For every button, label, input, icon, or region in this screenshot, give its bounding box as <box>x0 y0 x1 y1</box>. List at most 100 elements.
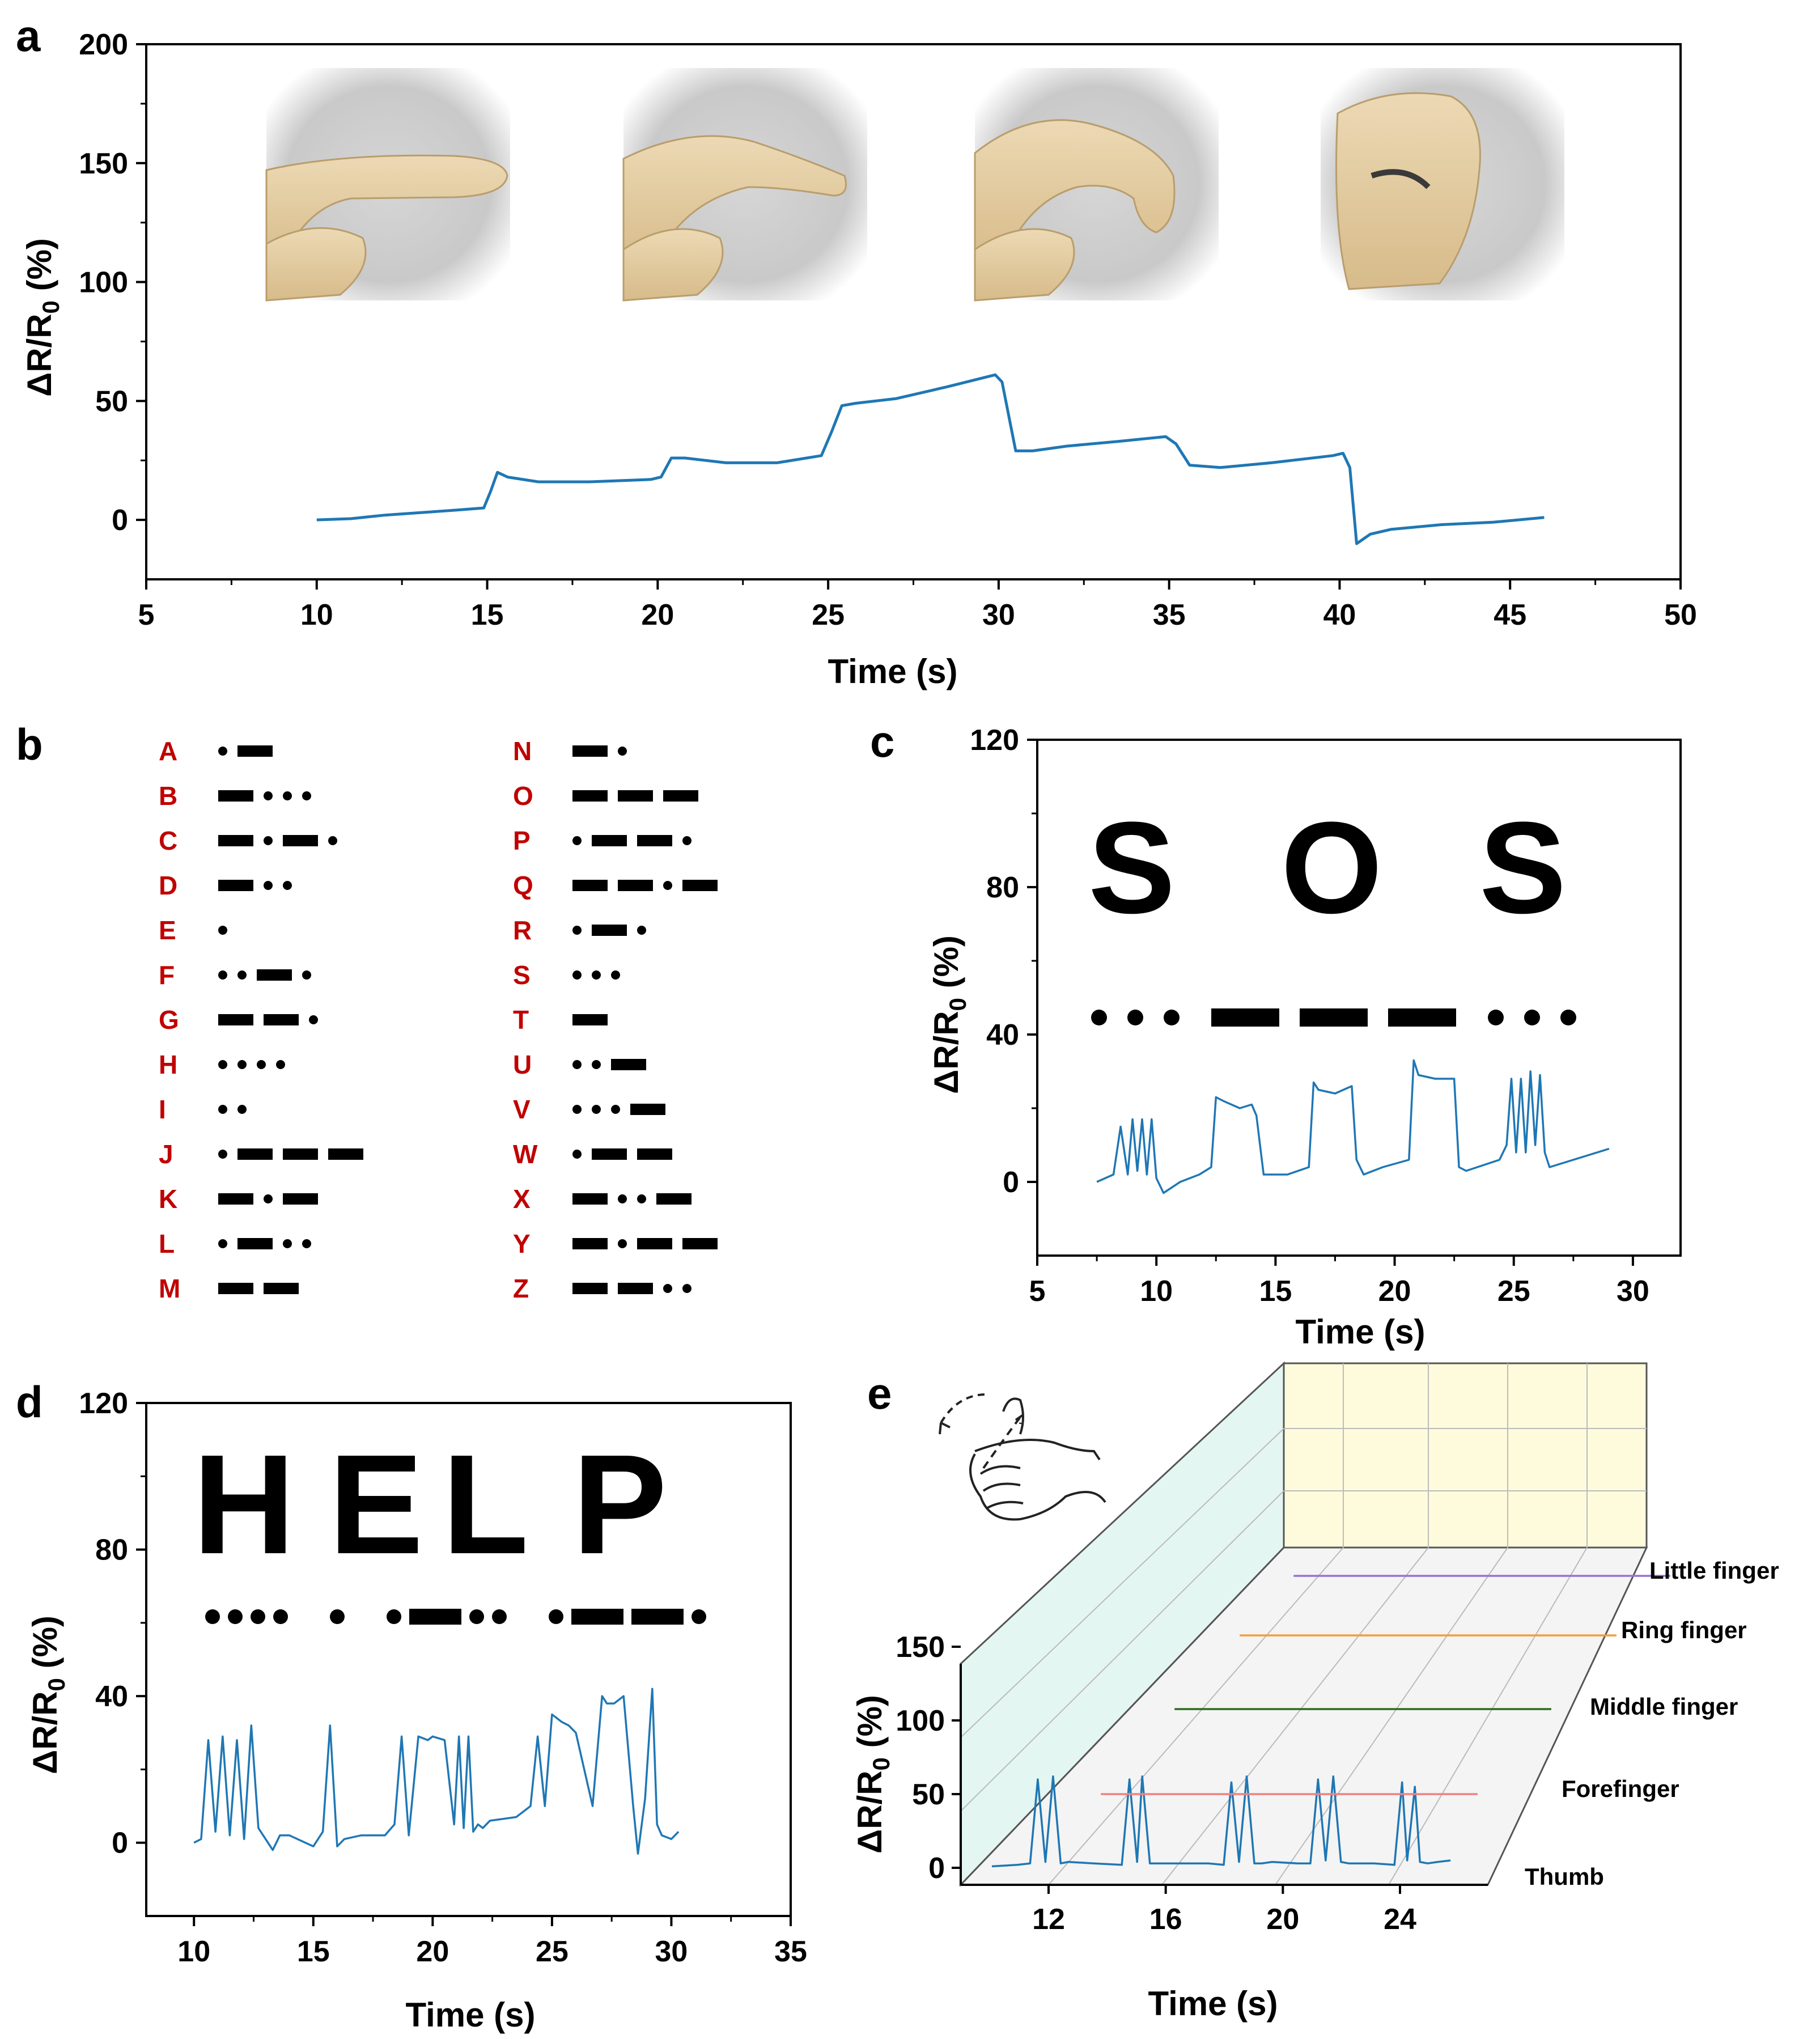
panel-c-word-letter-2: O <box>1281 795 1382 940</box>
morse-symbol-dot <box>309 1015 318 1024</box>
panel-a-ylabel-sub: 0 <box>37 300 64 313</box>
chart-a-xtick-label: 5 <box>138 599 155 631</box>
morse-symbol-dash <box>283 835 318 846</box>
chart-d-xtick-label: 25 <box>536 1935 569 1968</box>
morse-symbol-dot <box>218 747 227 756</box>
chart-a-xtick-label: 15 <box>471 599 504 631</box>
chart-d-xtick-label: 10 <box>177 1935 210 1968</box>
chart-a-ytick-label: 50 <box>95 385 128 418</box>
chart-d: 10 15 20 25 30 35 0 40 80 120 <box>79 1387 807 1968</box>
morse-symbol-dash <box>237 1238 273 1249</box>
finger-label-little: Little finger <box>1649 1557 1779 1584</box>
morse-symbol-dash <box>218 790 253 802</box>
chart-d-frame <box>145 1402 792 1917</box>
panel-e: e <box>851 1361 1779 2023</box>
finger-label-thumb: Thumb <box>1525 1863 1604 1890</box>
morse-letter-P: P <box>513 826 531 855</box>
panel-d-ylabel: ΔR/R0 (%) <box>26 1616 70 1774</box>
morse-letter-E: E <box>159 915 176 945</box>
morse-symbol-dot <box>218 970 227 980</box>
panel-d-morse <box>205 1609 706 1625</box>
finger-label-middle: Middle finger <box>1590 1693 1738 1720</box>
help-morse-dot <box>387 1609 401 1624</box>
morse-symbol-dot <box>218 1105 227 1114</box>
chart-e-ytick-label: 150 <box>896 1631 945 1664</box>
help-morse-dot <box>273 1609 288 1624</box>
morse-letter-X: X <box>513 1184 531 1214</box>
panel-d-word-letter-1: H <box>193 1425 295 1583</box>
morse-symbol-dot <box>572 926 582 935</box>
morse-letter-W: W <box>513 1139 538 1169</box>
panel-d-word-letter-3: L <box>442 1425 529 1583</box>
morse-symbol-dot <box>283 791 292 800</box>
morse-symbol-dash <box>283 1148 318 1160</box>
help-morse-dot <box>469 1609 484 1624</box>
morse-letter-Q: Q <box>513 871 533 900</box>
panel-d-letter: d <box>16 1377 43 1427</box>
morse-letter-T: T <box>513 1005 529 1035</box>
chart-c-xtick-label: 25 <box>1497 1275 1530 1308</box>
morse-letter-S: S <box>513 960 531 990</box>
morse-symbol-dot <box>682 1284 691 1293</box>
panel-c-xlabel: Time (s) <box>1296 1313 1426 1351</box>
finger-slight-bend-photo <box>622 68 867 302</box>
morse-symbol-dash <box>218 880 253 891</box>
morse-letter-F: F <box>159 960 175 990</box>
chart-c-xtick-label: 10 <box>1140 1275 1173 1308</box>
panel-d-word-letter-2: E <box>329 1425 423 1583</box>
chart-c-ytick-label: 80 <box>986 871 1019 904</box>
finger-label-forefinger: Forefinger <box>1562 1775 1679 1802</box>
morse-symbol-dot <box>663 881 672 890</box>
morse-symbol-dash <box>592 835 627 846</box>
chart-e-xtick-label: 12 <box>1032 1903 1065 1936</box>
morse-symbol-dot <box>302 791 311 800</box>
morse-letter-H: H <box>159 1050 177 1079</box>
morse-symbol-dash <box>572 790 608 802</box>
morse-symbol-dash <box>572 880 608 891</box>
help-morse-dot <box>251 1609 265 1624</box>
morse-letter-I: I <box>159 1095 166 1124</box>
morse-symbol-dot <box>611 970 620 980</box>
help-morse-dash <box>631 1609 684 1625</box>
panel-e-3d-frame <box>958 1361 1648 1887</box>
morse-letter-D: D <box>159 871 177 900</box>
sos-morse-dash <box>1211 1008 1279 1027</box>
chart-a-ytick-label: 150 <box>79 147 128 180</box>
panel-a-xlabel: Time (s) <box>828 652 958 690</box>
chart-a-xtick-label: 35 <box>1153 599 1186 631</box>
morse-letter-L: L <box>159 1229 175 1258</box>
morse-symbol-dot <box>218 1060 227 1069</box>
morse-symbol-dot <box>572 1105 582 1114</box>
panel-a-ylabel-unit: (%) <box>20 238 58 300</box>
morse-letter-M: M <box>159 1274 180 1303</box>
help-morse-dash <box>571 1609 623 1625</box>
morse-symbol-dash <box>328 1148 363 1160</box>
panel-e-ylabel-unit: (%) <box>851 1695 889 1757</box>
morse-symbol-dot <box>218 1150 227 1159</box>
panel-d-word: H E L P <box>193 1425 667 1583</box>
chart-a-xtick-label: 20 <box>641 599 674 631</box>
morse-symbol-dash <box>618 1283 653 1294</box>
finger-full-bend-photo <box>1321 68 1564 300</box>
panel-d-xlabel: Time (s) <box>406 1996 536 2034</box>
morse-symbol-dot <box>264 1194 273 1203</box>
morse-symbol-dash <box>637 1148 672 1160</box>
morse-symbol-dash <box>264 1014 299 1025</box>
sos-morse-dash <box>1388 1008 1456 1027</box>
morse-symbol-dash <box>637 1238 672 1249</box>
chart-c-ytick-label: 0 <box>1003 1166 1019 1199</box>
morse-letter-V: V <box>513 1095 531 1124</box>
morse-symbol-dash <box>618 790 653 802</box>
panel-c-word-letter-3: S <box>1479 795 1566 940</box>
sos-morse-dot <box>1524 1010 1540 1025</box>
morse-symbol-dot <box>257 1060 266 1069</box>
morse-letter-Z: Z <box>513 1274 529 1303</box>
chart-c-xtick-label: 5 <box>1029 1275 1046 1308</box>
help-morse-dot <box>691 1609 706 1624</box>
chart-c-xtick-label: 30 <box>1617 1275 1649 1308</box>
morse-symbol-dot <box>237 970 247 980</box>
chart-c-ytick-label: 40 <box>986 1019 1019 1052</box>
